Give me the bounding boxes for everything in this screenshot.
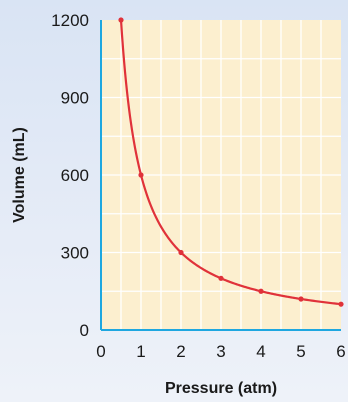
data-point [138, 172, 144, 178]
x-tick-label: 5 [296, 342, 305, 361]
grid-lines [101, 20, 341, 330]
data-point [118, 17, 124, 23]
data-points [118, 17, 344, 307]
data-point [258, 288, 264, 294]
y-tick-label: 0 [80, 321, 89, 340]
data-point [178, 249, 184, 256]
y-tick-label: 600 [61, 166, 89, 185]
y-tick-label: 900 [61, 89, 89, 108]
data-point [298, 296, 304, 302]
y-tick-label: 300 [61, 244, 89, 263]
y-tick-labels: 0 300 600 900 1200 [51, 11, 89, 340]
y-axis-title: Volume (mL) [11, 127, 28, 223]
x-tick-label: 4 [256, 342, 265, 361]
x-axis-title: Pressure (atm) [165, 380, 277, 397]
x-tick-label: 2 [176, 342, 185, 361]
data-point [218, 275, 224, 281]
volume-curve-line [119, 19, 342, 306]
x-tick-label: 6 [336, 342, 345, 361]
data-point [338, 301, 344, 307]
x-tick-label: 1 [136, 342, 145, 361]
x-tick-label: 3 [216, 342, 225, 361]
x-tick-labels: 0 1 2 3 4 5 6 [96, 342, 345, 361]
x-tick-label: 0 [96, 342, 105, 361]
y-tick-label: 1200 [51, 11, 89, 30]
